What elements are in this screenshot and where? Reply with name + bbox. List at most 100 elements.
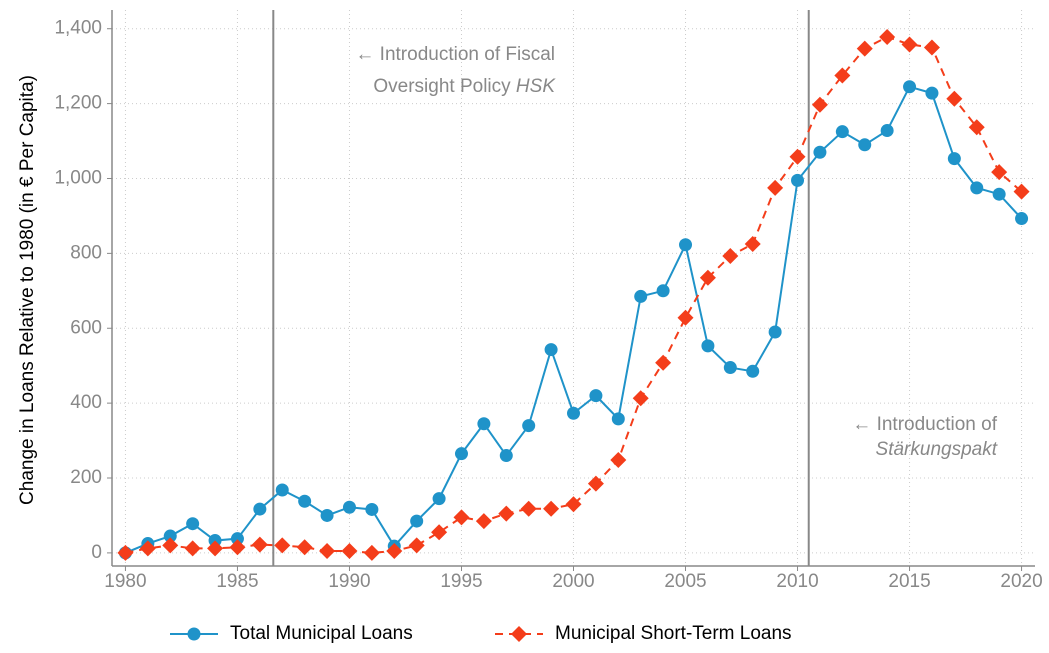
annotation: ← Introduction of Fiscal <box>355 44 555 65</box>
marker <box>432 492 446 506</box>
marker <box>342 500 356 514</box>
marker <box>1015 212 1029 226</box>
marker <box>835 125 849 139</box>
marker <box>610 452 627 469</box>
marker <box>475 513 492 530</box>
marker <box>431 524 448 541</box>
marker <box>499 449 513 463</box>
marker <box>275 483 289 497</box>
marker <box>363 544 380 561</box>
annotation-text: HSK <box>516 76 556 97</box>
marker <box>811 96 828 113</box>
annotation-text: ← Introduction of Fiscal <box>355 44 555 65</box>
legend-label: Municipal Short-Term Loans <box>555 623 792 644</box>
marker <box>229 539 246 556</box>
marker <box>677 309 694 326</box>
marker <box>162 537 179 554</box>
annotation-text: ← Introduction of <box>852 414 997 435</box>
marker <box>522 419 536 433</box>
y-tick-label: 400 <box>70 392 102 413</box>
marker <box>319 543 336 560</box>
marker <box>320 508 334 522</box>
marker <box>253 502 267 516</box>
marker <box>656 284 670 298</box>
marker <box>970 181 984 195</box>
marker <box>567 406 580 420</box>
marker <box>768 325 782 339</box>
marker <box>699 269 716 286</box>
marker <box>923 39 940 56</box>
y-tick-label: 200 <box>70 467 102 488</box>
marker <box>968 119 985 136</box>
marker <box>611 412 625 426</box>
annotation: Oversight Policy HSK <box>373 76 556 97</box>
marker <box>701 339 715 353</box>
x-tick-label: 2000 <box>552 571 594 592</box>
x-tick-label: 2020 <box>1000 571 1042 592</box>
marker <box>903 80 917 94</box>
x-tick-label: 2010 <box>776 571 818 592</box>
marker <box>655 354 672 371</box>
y-axis-title: Change in Loans Relative to 1980 (in € P… <box>17 75 38 505</box>
y-tick-label: 1,400 <box>54 18 102 39</box>
annotation: Stärkungspakt <box>876 439 998 460</box>
marker <box>184 540 201 557</box>
marker <box>341 543 358 560</box>
marker <box>251 536 268 553</box>
y-tick-label: 1,000 <box>54 168 102 189</box>
marker <box>879 28 896 45</box>
marker <box>946 90 963 107</box>
marker <box>186 517 200 531</box>
marker <box>858 138 872 152</box>
marker <box>453 509 470 526</box>
x-tick-label: 1995 <box>440 571 482 592</box>
legend-marker <box>511 626 527 642</box>
marker <box>454 447 468 461</box>
marker <box>925 86 939 100</box>
marker <box>679 238 693 252</box>
legend-label: Total Municipal Loans <box>230 623 413 644</box>
marker <box>139 540 156 557</box>
marker <box>565 496 582 513</box>
marker <box>365 502 379 516</box>
marker <box>543 500 560 517</box>
annotation-text: Oversight Policy <box>373 76 516 97</box>
marker <box>587 475 604 492</box>
annotation-text: Stärkungspakt <box>876 439 998 460</box>
marker <box>386 543 403 560</box>
marker <box>722 247 739 264</box>
marker <box>767 179 784 196</box>
marker <box>992 187 1006 201</box>
marker <box>746 364 760 378</box>
x-tick-label: 1990 <box>328 571 370 592</box>
marker <box>856 40 873 57</box>
marker <box>901 36 918 53</box>
y-tick-label: 0 <box>91 542 102 563</box>
marker <box>791 173 805 187</box>
y-tick-label: 800 <box>70 242 102 263</box>
marker <box>117 544 134 561</box>
marker <box>991 164 1008 181</box>
marker <box>298 494 312 508</box>
y-tick-label: 600 <box>70 317 102 338</box>
x-tick-label: 2015 <box>888 571 930 592</box>
marker <box>723 361 737 375</box>
marker <box>544 343 558 357</box>
legend-marker <box>187 627 201 641</box>
annotation: ← Introduction of <box>852 414 997 435</box>
marker <box>498 505 515 522</box>
marker <box>744 236 761 253</box>
marker <box>634 289 648 303</box>
marker <box>230 532 244 546</box>
marker <box>163 529 177 543</box>
marker <box>813 145 827 159</box>
marker <box>1013 183 1030 200</box>
x-tick-label: 2005 <box>664 571 706 592</box>
marker <box>477 417 491 431</box>
x-tick-label: 1985 <box>216 571 258 592</box>
marker <box>880 124 894 138</box>
x-tick-label: 1980 <box>104 571 146 592</box>
marker <box>589 389 603 403</box>
marker <box>632 390 649 407</box>
